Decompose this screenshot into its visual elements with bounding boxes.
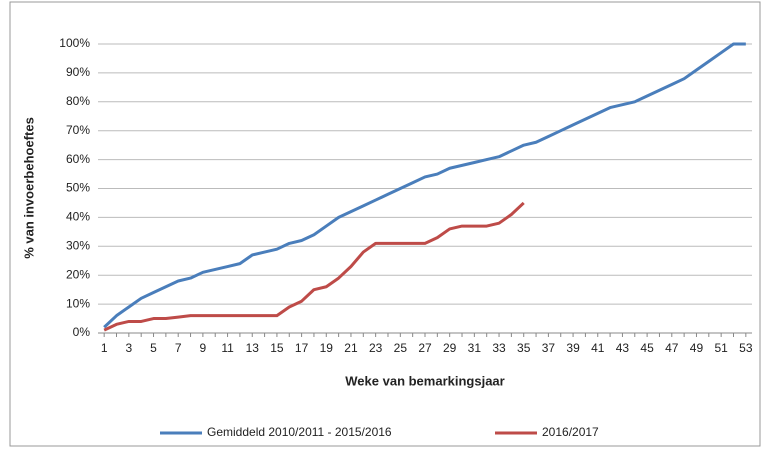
- x-tick-label: 27: [418, 341, 432, 355]
- x-tick-label: 25: [394, 341, 408, 355]
- x-tick-label: 43: [616, 341, 630, 355]
- x-tick-label: 11: [221, 341, 234, 355]
- x-tick-label: 1: [101, 341, 108, 355]
- x-tick-label: 13: [246, 341, 260, 355]
- x-tick-label: 29: [443, 341, 457, 355]
- x-tick-label: 3: [126, 341, 133, 355]
- legend-label: 2016/2017: [542, 425, 599, 439]
- y-tick-label: 90%: [66, 65, 90, 79]
- y-tick-label: 20%: [66, 267, 90, 281]
- x-tick-label: 33: [492, 341, 506, 355]
- y-tick-label: 50%: [66, 181, 90, 195]
- x-tick-label: 53: [739, 341, 753, 355]
- y-tick-label: 80%: [66, 94, 90, 108]
- y-tick-label: 100%: [59, 36, 90, 50]
- x-tick-label: 7: [175, 341, 182, 355]
- chart-frame: [9, 1, 761, 447]
- x-tick-label: 35: [517, 341, 531, 355]
- x-axis-label: Weke van bemarkingsjaar: [345, 373, 504, 388]
- x-tick-label: 45: [640, 341, 654, 355]
- x-tick-label: 21: [344, 341, 358, 355]
- legend-label: Gemiddeld 2010/2011 - 2015/2016: [207, 425, 392, 439]
- y-tick-label: 0%: [73, 325, 91, 339]
- x-tick-label: 9: [200, 341, 207, 355]
- x-tick-label: 19: [320, 341, 334, 355]
- series-line: [103, 201, 525, 332]
- x-tick-label: 41: [591, 341, 605, 355]
- series-line: [103, 42, 746, 329]
- y-tick-label: 30%: [66, 238, 90, 252]
- x-tick-label: 39: [566, 341, 580, 355]
- x-tick-label: 5: [150, 341, 157, 355]
- y-tick-label: 70%: [66, 123, 90, 137]
- x-tick-label: 47: [665, 341, 679, 355]
- x-tick-label: 17: [295, 341, 309, 355]
- x-tick-label: 49: [690, 341, 704, 355]
- y-tick-label: 40%: [66, 210, 90, 224]
- x-tick-label: 37: [542, 341, 556, 355]
- y-tick-label: 10%: [66, 296, 90, 310]
- y-axis-label: % van invoerbehoeftes: [21, 117, 36, 259]
- y-tick-label: 60%: [66, 152, 90, 166]
- x-tick-label: 15: [270, 341, 284, 355]
- x-tick-label: 51: [714, 341, 728, 355]
- x-tick-label: 31: [468, 341, 482, 355]
- x-tick-label: 23: [369, 341, 383, 355]
